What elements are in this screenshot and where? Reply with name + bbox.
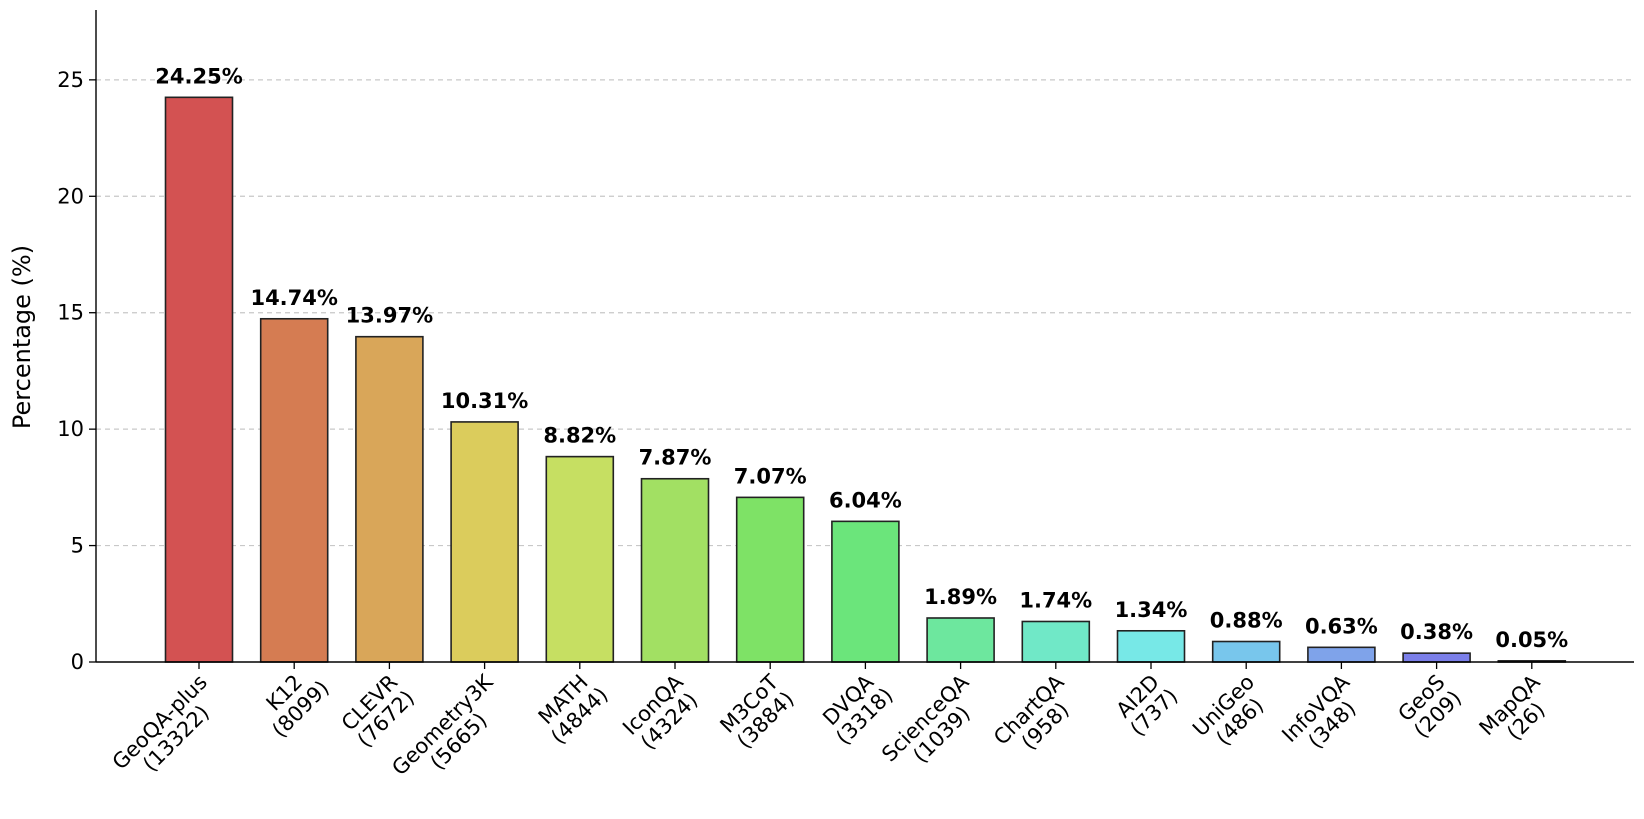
x-tick-label: InfoVQA(348) bbox=[1277, 670, 1360, 754]
x-tick-label: M3CoT(3884) bbox=[715, 670, 798, 753]
data-label: 7.07% bbox=[734, 464, 807, 488]
x-tick-label: Geometry3K(5665) bbox=[387, 669, 498, 780]
data-label: 14.74% bbox=[250, 286, 337, 310]
data-label: 0.05% bbox=[1495, 628, 1568, 652]
bar-geos bbox=[1402, 652, 1471, 663]
y-tick-label: 20 bbox=[57, 184, 84, 208]
data-label: 24.25% bbox=[155, 64, 242, 88]
data-label: 8.82% bbox=[543, 424, 616, 448]
x-tick-label: CLEVR(7672) bbox=[337, 670, 419, 752]
x-tick-label: K12(8099) bbox=[262, 670, 334, 742]
bar-unigeo bbox=[1211, 640, 1281, 663]
data-label: 1.74% bbox=[1019, 588, 1092, 612]
bar-chartqa bbox=[1021, 620, 1091, 663]
x-tick-label: ChartQA(958) bbox=[989, 670, 1074, 755]
bar-dvqa bbox=[831, 520, 900, 663]
data-label: 0.63% bbox=[1305, 614, 1378, 638]
y-tick-label: 0 bbox=[71, 650, 84, 674]
gridlines bbox=[96, 79, 1634, 547]
x-tick-label: GeoQA-plus(13322) bbox=[108, 670, 214, 776]
bar-iconqa bbox=[640, 477, 710, 663]
bars bbox=[164, 96, 1567, 663]
x-tick-label: MATH(4844) bbox=[534, 670, 613, 749]
y-tick-label: 10 bbox=[57, 417, 84, 441]
bar-ai2d bbox=[1116, 629, 1186, 663]
y-tick-label: 25 bbox=[57, 68, 84, 92]
data-label: 1.34% bbox=[1115, 598, 1188, 622]
data-label: 6.04% bbox=[829, 488, 902, 512]
x-tick-label: UniGeo(486) bbox=[1188, 670, 1268, 750]
bar-scienceqa bbox=[926, 617, 995, 663]
data-label: 13.97% bbox=[346, 304, 433, 328]
x-tick-label: IconQA(4324) bbox=[618, 670, 702, 755]
data-label: 0.38% bbox=[1400, 620, 1473, 644]
axes: 0 5 10 15 20 25 bbox=[57, 10, 1634, 674]
bar-clevr bbox=[355, 335, 424, 663]
data-label: 7.87% bbox=[639, 446, 712, 470]
x-tick-label: MapQA(26) bbox=[1475, 670, 1550, 746]
bar-infovqa bbox=[1307, 646, 1376, 663]
data-label: 1.89% bbox=[924, 585, 997, 609]
bar-geoqa-plus bbox=[164, 96, 234, 663]
bar-geometry3k bbox=[450, 421, 519, 663]
data-label: 0.88% bbox=[1210, 609, 1283, 633]
x-tick-label: DVQA(3318) bbox=[818, 670, 898, 750]
bar-m3cot bbox=[735, 496, 805, 663]
y-tick-label: 5 bbox=[71, 534, 84, 558]
y-axis-title: Percentage (%) bbox=[8, 245, 36, 429]
x-tick-label: GeoS(209) bbox=[1393, 670, 1466, 743]
bar-math bbox=[545, 455, 615, 663]
bar-k12 bbox=[259, 317, 329, 663]
x-tick-label: AI2D(737) bbox=[1112, 670, 1183, 741]
x-tick-label: ScienceQA(1039) bbox=[877, 670, 975, 768]
y-tick-label: 15 bbox=[57, 301, 84, 325]
data-label: 10.31% bbox=[441, 389, 528, 413]
